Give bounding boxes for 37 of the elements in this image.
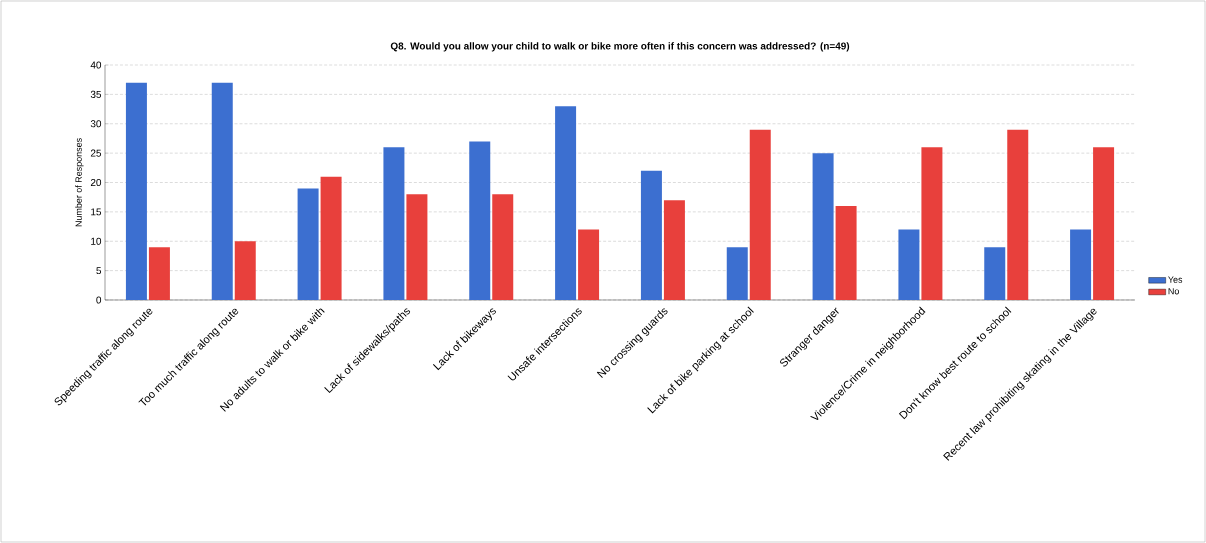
bar (640, 170, 662, 300)
bar (726, 247, 748, 300)
bar (148, 247, 170, 300)
bar (234, 241, 256, 300)
bar (898, 229, 920, 300)
legend-label: Yes (1168, 276, 1183, 283)
bar (812, 153, 834, 300)
bar (211, 82, 233, 300)
y-tick-label: 0 (96, 296, 102, 304)
bar (921, 147, 943, 300)
y-tick-label: 20 (90, 178, 102, 187)
bar (578, 229, 600, 300)
bar (663, 200, 685, 300)
y-tick-label: 25 (90, 149, 102, 157)
bar (1093, 147, 1115, 300)
bar (984, 247, 1006, 300)
bar (383, 147, 405, 300)
y-tick-label: 5 (96, 267, 102, 275)
y-tick-label: 40 (90, 61, 102, 69)
chart-title: Q8. Would you allow your child to walk or bike more often if this concern was addressed? (n=49) (390, 42, 850, 52)
bar (492, 194, 514, 300)
y-tick-label: 30 (90, 120, 102, 128)
bar (406, 194, 428, 300)
y-tick-label: 10 (91, 237, 102, 245)
bar (297, 188, 319, 300)
legend-label: No (1168, 288, 1179, 295)
bar (320, 176, 342, 300)
y-axis-title: Number of Responses (75, 138, 84, 227)
bar (835, 206, 857, 300)
bar (1070, 229, 1092, 300)
bar (125, 82, 147, 300)
bar (749, 129, 771, 300)
y-tick-label: 35 (90, 90, 102, 98)
bar (1007, 129, 1029, 300)
bar (555, 106, 577, 300)
bar (469, 141, 491, 300)
y-tick-label: 15 (91, 208, 102, 216)
